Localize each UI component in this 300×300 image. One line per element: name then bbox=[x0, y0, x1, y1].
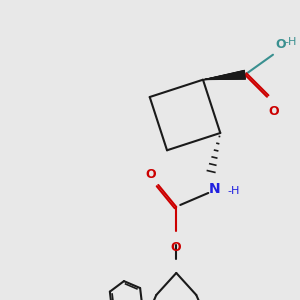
Text: O: O bbox=[145, 168, 156, 181]
Text: O: O bbox=[275, 38, 286, 51]
Text: O: O bbox=[268, 105, 279, 118]
Text: -H: -H bbox=[284, 37, 296, 47]
Polygon shape bbox=[203, 70, 245, 80]
Text: -H: -H bbox=[227, 186, 240, 196]
Text: N: N bbox=[208, 182, 220, 196]
Text: O: O bbox=[170, 241, 181, 254]
